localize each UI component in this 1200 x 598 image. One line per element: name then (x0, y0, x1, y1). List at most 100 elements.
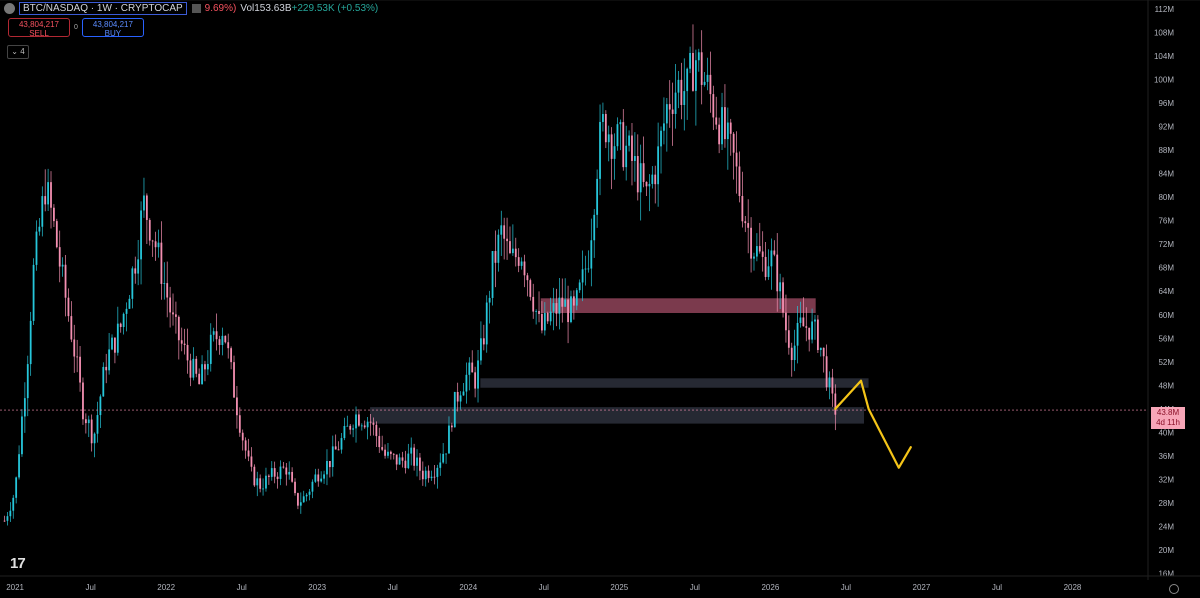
candle-body (657, 146, 660, 185)
candle-body (47, 182, 50, 205)
symbol-title[interactable]: BTC/NASDAQ · 1W · CRYPTOCAP (19, 2, 187, 15)
candle-body (267, 475, 270, 477)
candle-body (607, 134, 610, 143)
candle-body (686, 68, 689, 92)
candle-body (125, 308, 128, 314)
candle-body (433, 476, 436, 478)
last-price-value: 43.8M (1156, 408, 1180, 417)
y-tick-label: 88M (1158, 146, 1174, 155)
candle-body (706, 74, 709, 82)
candle-body (166, 283, 169, 298)
candle-body (413, 447, 416, 466)
candle-body (721, 107, 723, 145)
candle-body (584, 268, 587, 270)
candle-body (761, 251, 764, 257)
settings-gear-icon[interactable] (1169, 584, 1179, 594)
candle-body (195, 358, 198, 374)
y-tick-label: 40M (1158, 428, 1174, 437)
candle-body (456, 391, 459, 402)
y-tick-label: 68M (1158, 264, 1174, 273)
candle-body (482, 338, 485, 345)
y-tick-label: 112M (1155, 5, 1175, 14)
x-tick-label: 2022 (157, 583, 175, 592)
candle-body (250, 456, 253, 467)
candle-body (485, 302, 488, 345)
candle-body (381, 447, 384, 450)
candle-body (450, 425, 453, 428)
volume-text: Vol153.63B (240, 3, 292, 14)
bitcoin-logo-icon (4, 3, 15, 14)
candle-body (389, 451, 392, 454)
candle-body (317, 474, 320, 482)
candle-body (9, 510, 12, 517)
candle-body (73, 339, 76, 357)
candle-body (628, 135, 630, 146)
candle-body (767, 266, 770, 277)
candle-body (622, 122, 625, 168)
x-tick-label: 2026 (761, 583, 779, 592)
candle-body (186, 344, 189, 361)
candle-body (462, 391, 465, 396)
candle-body (360, 425, 363, 427)
candle-body (625, 145, 628, 168)
x-tick-label: 2021 (6, 583, 24, 592)
sell-button[interactable]: 43,804,217 SELL (8, 17, 70, 38)
candle-body (61, 264, 64, 267)
candle-body (215, 331, 218, 340)
candle-body (395, 454, 398, 465)
y-tick-label: 104M (1154, 52, 1174, 61)
indicators-toggle[interactable]: ⌄ 4 (7, 45, 29, 59)
candle-body (529, 280, 532, 297)
candle-body (645, 181, 648, 187)
candle-body (247, 450, 250, 457)
y-tick-label: 16M (1158, 570, 1174, 579)
candle-body (297, 493, 299, 506)
candle-body (189, 360, 192, 378)
candle-body (23, 398, 26, 417)
candle-body (555, 303, 558, 314)
candle-body (564, 299, 567, 307)
candle-body (639, 163, 642, 193)
candle-body (273, 468, 276, 477)
x-tick-label: 2028 (1064, 583, 1082, 592)
candle-body (224, 335, 227, 343)
candle-body (558, 297, 561, 314)
candle-body (282, 466, 285, 468)
candle-body (238, 415, 241, 433)
candle-body (154, 241, 157, 248)
candle-body (209, 334, 212, 364)
spread-value: 0 (74, 23, 78, 31)
y-tick-label: 56M (1158, 334, 1174, 343)
candle-body (546, 313, 549, 322)
candle-body (151, 240, 154, 242)
candle-body (654, 174, 657, 185)
candle-body (590, 240, 593, 269)
candle-body (631, 135, 633, 161)
candle-body (192, 358, 195, 378)
x-tick-label: Jul (86, 583, 96, 592)
y-tick-label: 52M (1158, 358, 1174, 367)
x-tick-label: Jul (237, 583, 247, 592)
candle-body (175, 314, 177, 317)
candle-body (137, 259, 140, 274)
candle-body (619, 122, 622, 125)
close-icon[interactable] (191, 4, 201, 13)
candle-body (392, 453, 395, 455)
buy-button[interactable]: 43,804,217 BUY (81, 17, 144, 38)
candle-body (163, 283, 166, 284)
candle-body (288, 471, 291, 475)
candle-body (270, 468, 273, 477)
tradingview-logo: 17 (10, 555, 26, 572)
candle-body (753, 256, 755, 259)
candle-body (782, 282, 784, 313)
x-tick-label: Jul (841, 583, 851, 592)
candle-body (790, 347, 793, 361)
candle-body (84, 419, 87, 424)
candle-body (726, 122, 729, 140)
candle-body (825, 356, 828, 388)
candle-body (241, 432, 244, 441)
candle-body (114, 337, 116, 353)
candle-body (831, 377, 834, 394)
candle-body (648, 183, 651, 187)
